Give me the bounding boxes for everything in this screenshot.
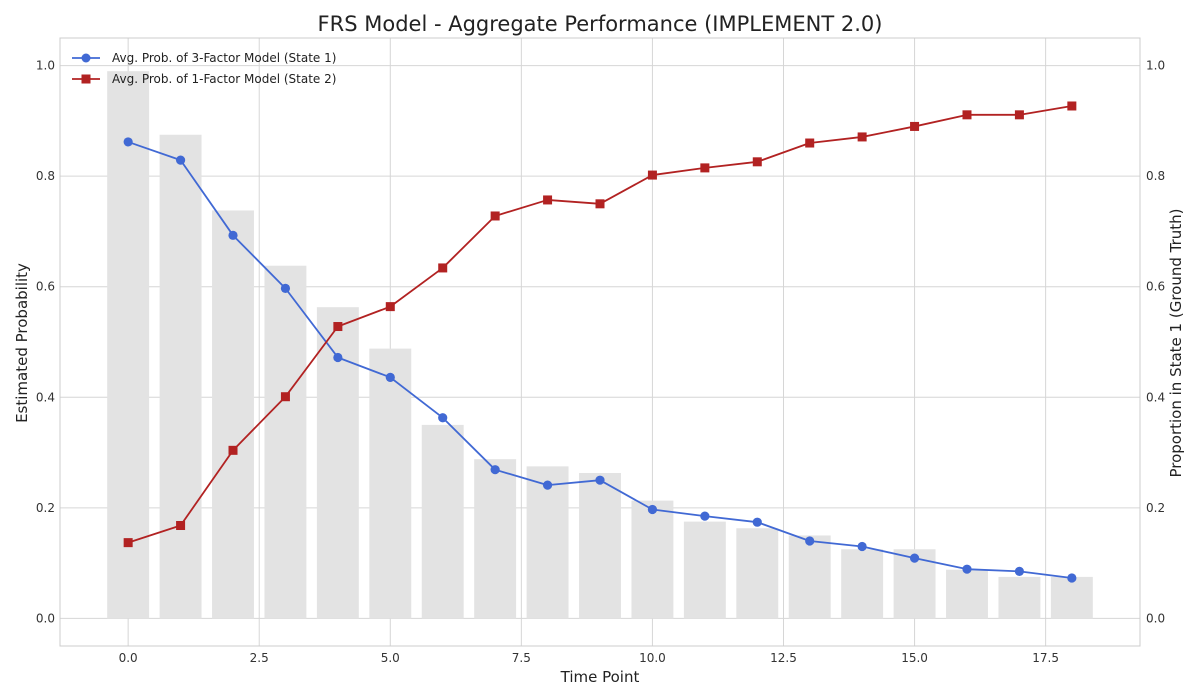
x-tick-label: 15.0 [901,651,928,665]
ground-truth-bar [841,549,884,619]
y-tick-label: 0.0 [36,611,55,625]
x-tick-label: 7.5 [512,651,531,665]
x-tick-label: 5.0 [381,651,400,665]
one-factor-point [700,163,710,173]
ground-truth-bar [788,535,831,619]
y2-tick-label: 0.8 [1146,169,1165,183]
one-factor-point [228,445,238,455]
ground-truth-bar [1050,576,1093,619]
x-axis-ticks: 0.0 2.5 5.0 7.5 10.0 12.5 15.0 17.5 [119,651,1059,665]
one-factor-point [805,138,815,148]
three-factor-point [228,230,238,240]
three-factor-point [542,480,553,490]
x-axis-title: Time Point [560,668,640,686]
x-tick-label: 0.0 [119,651,138,665]
ground-truth-bar [474,459,517,619]
y-tick-label: 0.4 [36,390,55,404]
one-factor-point [910,121,920,131]
one-factor-point [123,538,133,548]
three-factor-point [175,155,186,165]
three-factor-point [595,475,605,485]
ground-truth-bar [998,576,1041,619]
three-factor-point [1014,566,1025,576]
y-tick-label: 0.2 [36,501,55,515]
one-factor-point [490,211,500,221]
y-tick-label: 0.8 [36,169,55,183]
y2-tick-label: 1.0 [1146,59,1165,73]
legend-marker-3-factor [81,53,91,63]
ground-truth-bar [159,134,202,619]
ground-truth-bar [526,466,569,619]
three-factor-point [438,413,448,423]
three-factor-point [123,137,133,147]
ground-truth-bar [421,424,464,619]
three-factor-point [962,564,972,574]
y-axis-title: Estimated Probability [13,263,31,423]
ground-truth-bar [631,500,674,619]
one-factor-point [280,392,290,402]
three-factor-point [647,504,658,515]
one-factor-point [962,110,972,120]
one-factor-point [333,322,343,332]
plot-frame [59,37,1141,647]
y2-tick-label: 0.0 [1146,611,1165,625]
y-axis-ticks: 0.0 0.2 0.4 0.6 0.8 1.0 [36,59,55,626]
three-factor-point [280,283,291,293]
bar-layer [107,71,1093,619]
y2-tick-label: 0.2 [1146,501,1165,515]
one-factor-point [438,263,448,273]
x-tick-label: 12.5 [770,651,797,665]
three-factor-point [752,517,762,527]
x-tick-label: 2.5 [250,651,269,665]
three-factor-point [805,536,815,546]
one-factor-point [385,302,395,312]
three-factor-point [857,541,867,552]
legend-marker-1-factor [81,74,91,84]
three-factor-point [909,553,920,563]
legend: Avg. Prob. of 3-Factor Model (State 1) A… [72,51,336,86]
y2-axis-ticks: 0.0 0.2 0.4 0.6 0.8 1.0 [1146,59,1165,626]
three-factor-point [333,352,343,363]
ground-truth-bar [736,528,779,619]
y2-tick-label: 0.6 [1146,280,1165,294]
ground-truth-bar [264,265,307,619]
one-factor-point [176,521,186,531]
one-factor-point [1067,101,1077,111]
one-factor-point [543,195,553,205]
ground-truth-bar [683,521,726,619]
one-factor-point [857,132,867,142]
ground-truth-bar [946,569,988,619]
one-factor-point [647,170,657,180]
three-factor-point [700,511,710,521]
y2-axis-title: Proportion in State 1 (Ground Truth) [1167,208,1185,477]
ground-truth-bar [212,210,254,619]
three-factor-point [1067,573,1077,583]
x-tick-label: 10.0 [639,651,666,665]
one-factor-point [595,199,605,209]
x-tick-label: 17.5 [1032,651,1059,665]
one-factor-point [752,157,762,167]
three-factor-point [385,372,395,382]
marker-layer [123,101,1077,583]
y-tick-label: 0.6 [36,280,55,294]
y2-tick-label: 0.4 [1146,390,1165,404]
one-factor-point [1014,110,1024,120]
ground-truth-bar [579,472,621,619]
legend-label-3-factor: Avg. Prob. of 3-Factor Model (State 1) [112,51,336,65]
chart-title: FRS Model - Aggregate Performance (IMPLE… [318,12,883,36]
three-factor-point [490,465,500,475]
ground-truth-bar [107,71,150,619]
y-tick-label: 1.0 [36,59,55,73]
legend-label-1-factor: Avg. Prob. of 1-Factor Model (State 2) [112,72,336,86]
ground-truth-bar [369,348,412,619]
